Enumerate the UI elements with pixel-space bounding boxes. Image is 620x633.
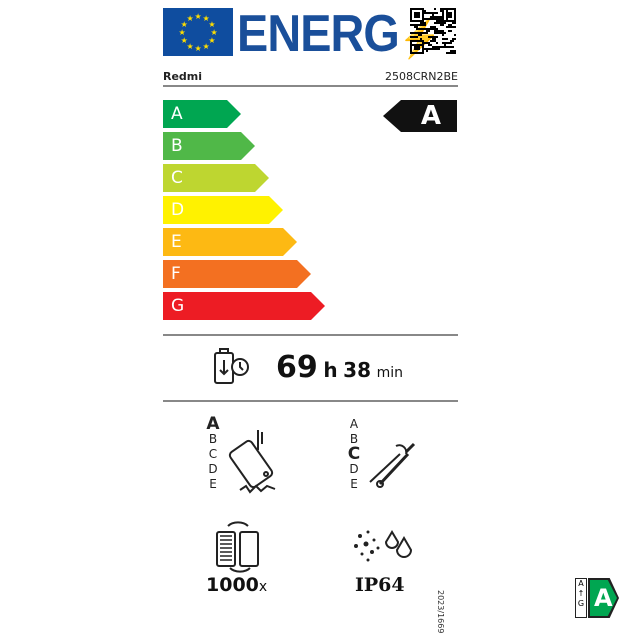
cycles-unit: x: [258, 579, 268, 595]
svg-text:★: ★: [208, 20, 215, 29]
badge-range-bottom: G: [577, 599, 585, 608]
hours-value: 69: [276, 350, 318, 385]
class-letter: C: [347, 444, 361, 464]
battery-endurance: 69 h 38 min: [276, 350, 403, 385]
phone-drop-icon: [228, 428, 288, 502]
class-letter: A: [349, 417, 359, 431]
cycles-value: 1000: [206, 574, 259, 596]
logo-text: ENERG: [237, 5, 400, 63]
class-letter: A: [206, 414, 220, 434]
minutes-value: 38: [343, 358, 371, 382]
model-number: 2508CRN2BE: [384, 70, 458, 83]
brand-name: Redmi: [163, 70, 203, 83]
svg-text:★: ★: [203, 42, 210, 51]
eu-flag-icon: ★ ★ ★ ★ ★ ★ ★ ★ ★ ★ ★ ★: [163, 8, 233, 56]
svg-text:★: ★: [208, 36, 215, 45]
class-letter: E: [350, 477, 358, 491]
scale-bar-b: B: [163, 132, 255, 160]
qr-code-icon[interactable]: [410, 8, 457, 55]
dust-water-icon: [350, 528, 414, 572]
badge-range: A ↑ G: [575, 578, 587, 618]
svg-text:★: ★: [203, 14, 210, 23]
scale-bar-e: E: [163, 228, 297, 256]
energy-logo: ENERG⚡: [237, 5, 442, 63]
class-letter: E: [209, 477, 217, 491]
scale-bar-g: G: [163, 292, 325, 320]
badge-range-top: A: [578, 579, 584, 588]
divider: [163, 85, 458, 87]
energy-class-arrow: A: [383, 100, 457, 132]
svg-text:★: ★: [211, 28, 218, 37]
svg-text:★: ★: [195, 44, 202, 53]
scale-bar-d: D: [163, 196, 283, 224]
svg-text:★: ★: [195, 12, 202, 21]
class-letter: B: [349, 432, 359, 446]
svg-text:★: ★: [187, 42, 194, 51]
repair-tools-icon: [366, 440, 426, 494]
scale-bar-c: C: [163, 164, 269, 192]
class-letter: B: [208, 432, 218, 446]
scale-bar-a: A: [163, 100, 241, 128]
svg-text:★: ★: [181, 36, 188, 45]
battery-cycles: 1000x: [206, 574, 267, 596]
svg-text:★: ★: [187, 14, 194, 23]
divider: [163, 400, 458, 402]
minutes-unit: min: [376, 365, 403, 381]
regulation-number: 2023/1669: [436, 590, 445, 633]
svg-text:★: ★: [179, 28, 186, 37]
class-letter: D: [349, 462, 359, 476]
energy-class-badge: A ↑ G A: [575, 578, 619, 618]
class-letter: D: [208, 462, 218, 476]
class-letter: C: [208, 447, 218, 461]
battery-endurance-icon: [212, 348, 252, 390]
hours-unit: h: [323, 358, 338, 382]
divider: [163, 334, 458, 336]
battery-cycles-icon: [214, 518, 264, 580]
svg-text:★: ★: [181, 20, 188, 29]
scale-bar-f: F: [163, 260, 311, 288]
ip-rating: IP64: [355, 574, 405, 596]
